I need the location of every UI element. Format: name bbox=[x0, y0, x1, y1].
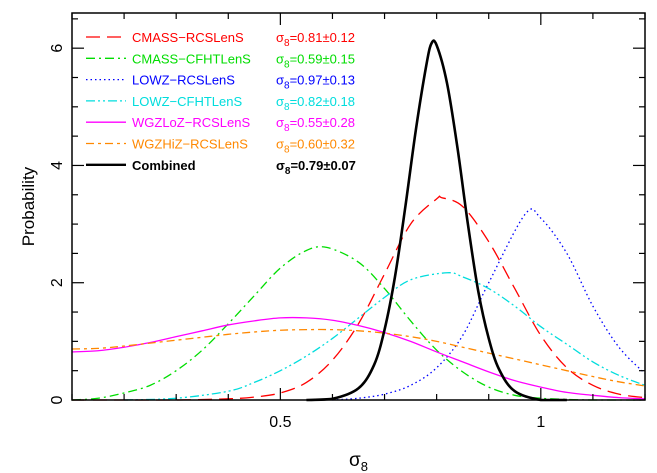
legend-label: CMASS−RCSLenS bbox=[132, 30, 244, 45]
legend: CMASS−RCSLenS σ8=0.81±0.12 CMASS−CFHTLenS σ… bbox=[86, 30, 356, 177]
tick-labels: 0.5 1 0 2 4 6 bbox=[49, 44, 545, 431]
legend-label: WGZLoZ−RCSLenS bbox=[132, 115, 250, 130]
legend-result: σ8=0.79±0.07 bbox=[276, 158, 356, 177]
series-line-5 bbox=[71, 328, 646, 387]
plot-frame bbox=[71, 12, 646, 401]
legend-label: LOWZ−CFHTLenS bbox=[132, 94, 242, 109]
series-line-1 bbox=[71, 246, 645, 401]
legend-result: σ8=0.60±0.32 bbox=[276, 137, 355, 156]
x-tick-label: 1 bbox=[536, 414, 545, 431]
legend-result: σ8=0.59±0.15 bbox=[276, 51, 355, 70]
y-axis-label: Probability bbox=[19, 166, 38, 246]
y-tick-label: 6 bbox=[49, 44, 66, 53]
series-line-2 bbox=[332, 208, 646, 401]
legend-label: CMASS−CFHTLenS bbox=[132, 51, 251, 66]
series-line-4 bbox=[71, 316, 646, 400]
legend-result: σ8=0.55±0.28 bbox=[276, 115, 355, 134]
x-axis-label: σ8 bbox=[349, 450, 368, 473]
series-line-6 bbox=[306, 39, 567, 402]
y-tick-label: 4 bbox=[49, 161, 66, 170]
legend-result: σ8=0.97±0.13 bbox=[276, 73, 355, 92]
legend-result: σ8=0.81±0.12 bbox=[276, 30, 355, 49]
series-line-3 bbox=[124, 272, 646, 401]
axis-ticks bbox=[71, 13, 646, 401]
legend-result: σ8=0.82±0.18 bbox=[276, 94, 355, 113]
legend-label: LOWZ−RCSLenS bbox=[132, 73, 235, 88]
series-line-0 bbox=[72, 195, 646, 401]
y-tick-label: 2 bbox=[49, 278, 66, 287]
legend-label: WGZHiZ−RCSLenS bbox=[132, 137, 248, 152]
legend-label: Combined bbox=[132, 158, 196, 173]
x-tick-label: 0.5 bbox=[269, 414, 291, 431]
y-tick-label: 0 bbox=[49, 395, 66, 404]
curves bbox=[71, 39, 646, 402]
